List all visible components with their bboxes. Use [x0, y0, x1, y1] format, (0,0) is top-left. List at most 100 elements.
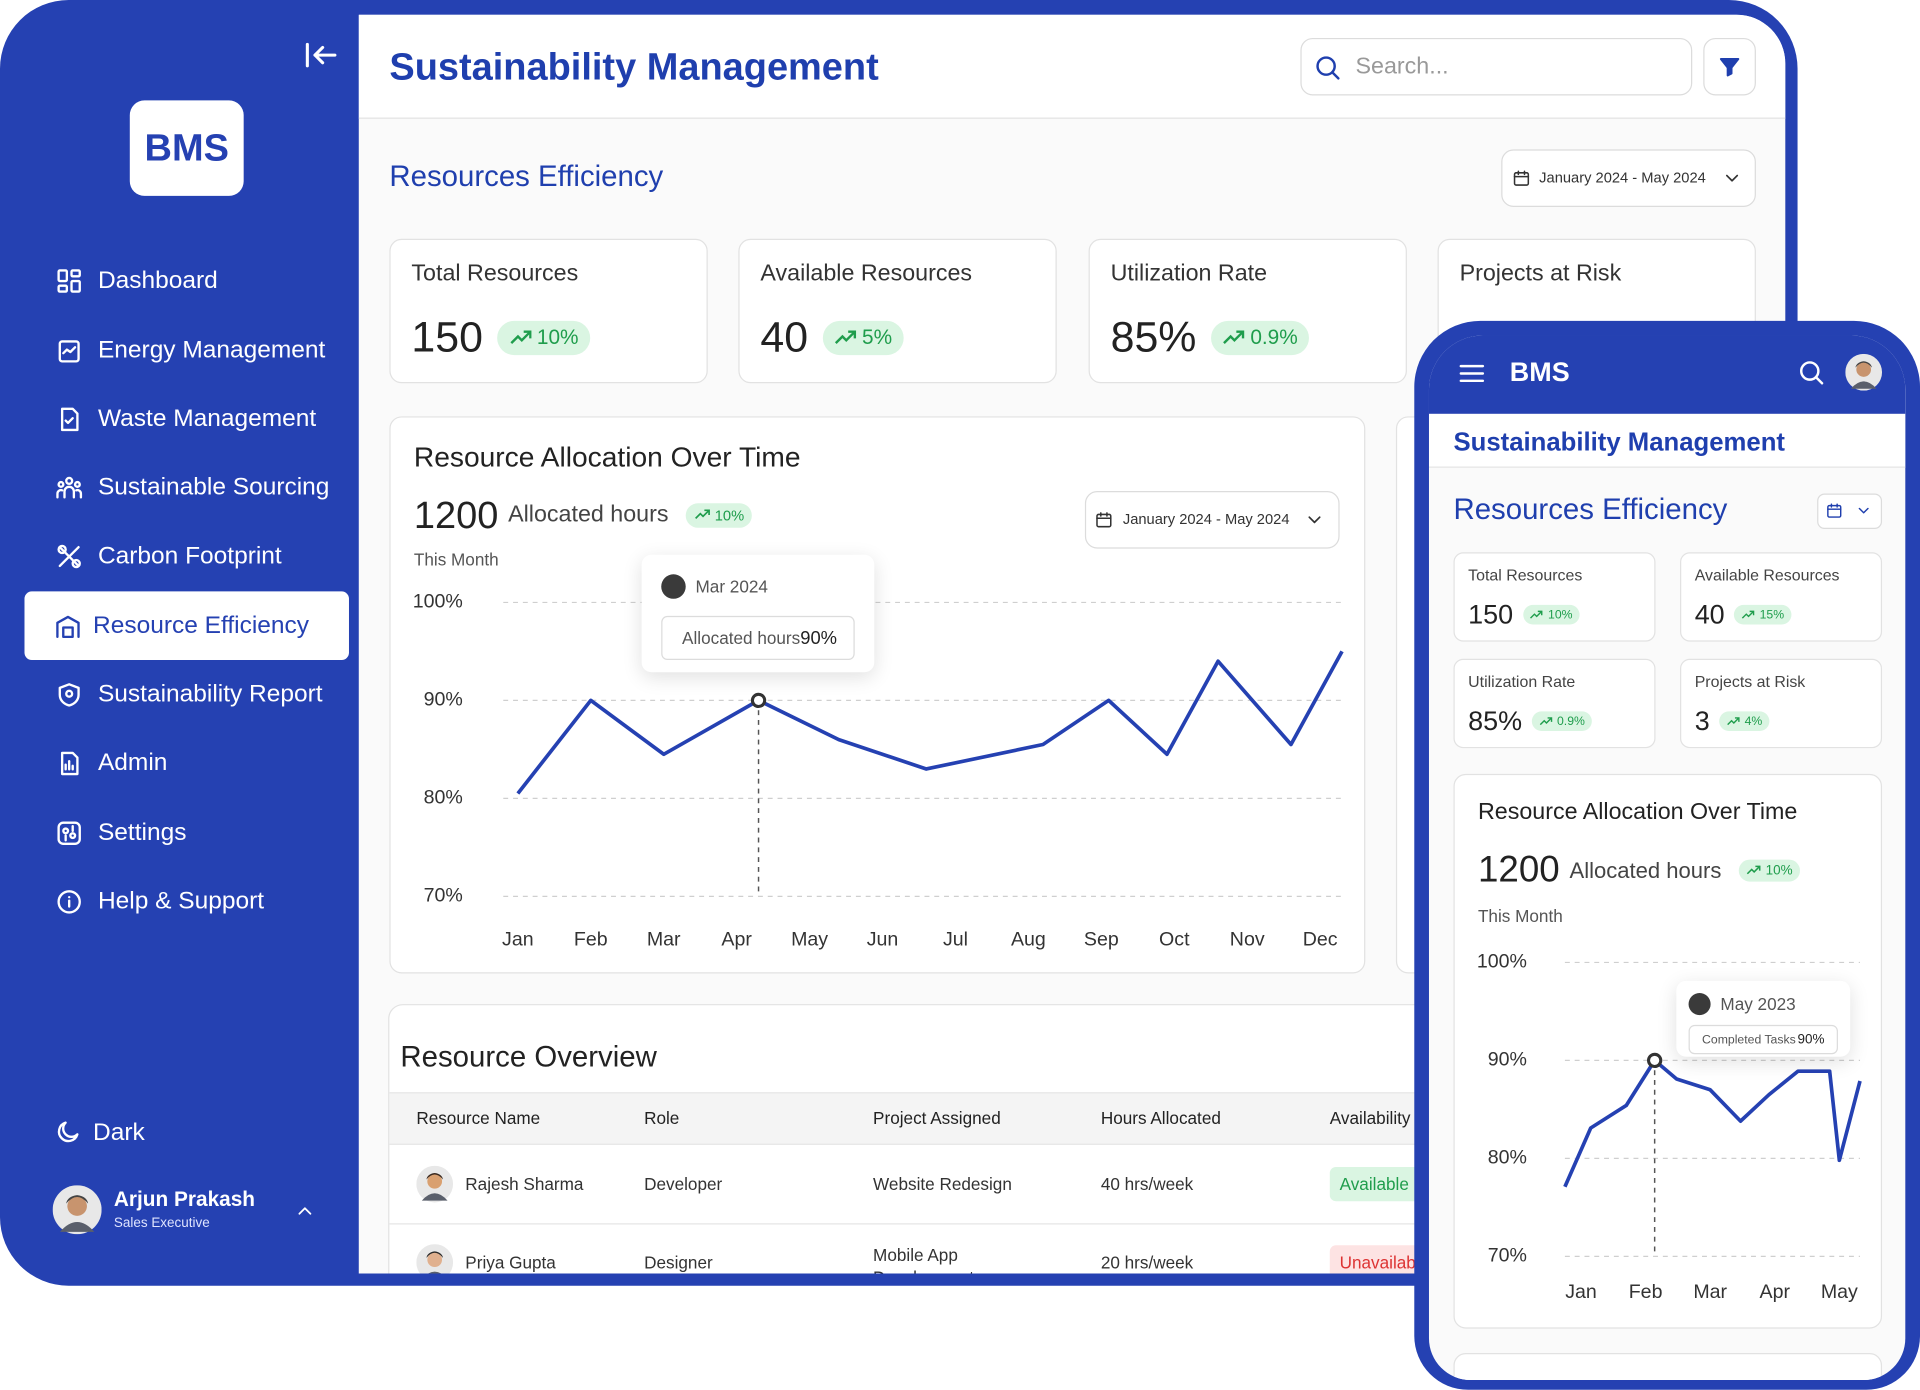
nav-item: Carbon Footprint: [97, 542, 282, 570]
icon-shape: [65, 476, 74, 486]
icon-shape: [1539, 716, 1552, 725]
icon-shape: [510, 330, 531, 344]
chart-total-row: 1200 Allocated hours 10%: [414, 491, 781, 540]
tooltip-value: 90%: [800, 627, 837, 649]
icon-shape: [56, 615, 80, 639]
change-badge: 4%: [1719, 711, 1770, 732]
icon-shape: [1749, 610, 1755, 615]
icon-shape: [1096, 513, 1112, 528]
chart-period: This Month: [413, 549, 499, 569]
icon-shape: [1814, 375, 1824, 385]
y-tick-label: 90%: [424, 689, 463, 711]
date-range: January 2024 - May 2024: [1539, 168, 1706, 186]
mobile-kpi-label: Projects at Risk: [1694, 672, 1806, 691]
icon-shape: [1726, 716, 1740, 725]
user-name: Arjun Prakash: [113, 1187, 256, 1211]
x-tick-label: Jul: [943, 929, 968, 951]
icon-shape: [426, 1173, 443, 1180]
icon-shape: [1719, 58, 1740, 77]
trend-icon: [1726, 716, 1740, 725]
y-tick-label: 70%: [1488, 1244, 1527, 1266]
x-tick-label: Jun: [867, 929, 899, 951]
table-cell: 20 hrs/week: [1100, 1252, 1194, 1272]
mobile-search-icon: [1800, 361, 1824, 385]
icon-shape: [427, 1173, 443, 1189]
x-tick-label: Oct: [1159, 929, 1190, 951]
x-tick-label: Mar: [1693, 1281, 1727, 1303]
tooltip-icon: [1688, 993, 1711, 1016]
trend-icon: [694, 509, 710, 520]
chart-plot: 70% 80% 90% 100% Jan Feb Mar Apr May Jun Jul Aug Sep…: [413, 591, 1344, 951]
tooltip-label: Completed Tasks: [1702, 1032, 1796, 1047]
search-box: [1300, 37, 1693, 96]
y-tick-label: 80%: [1488, 1147, 1527, 1169]
tooltip-title: May 2023: [1720, 993, 1796, 1014]
x-tick-label: Sep: [1084, 929, 1119, 951]
nav-icon: [57, 821, 81, 846]
icon-shape: [57, 480, 65, 488]
nav-icon: [58, 340, 80, 363]
nav-icon: [56, 476, 83, 499]
icon-shape: [62, 827, 70, 835]
tooltip-icon: [661, 574, 686, 599]
tooltip-title: Mar 2024: [695, 576, 768, 596]
data-line: [516, 650, 1344, 795]
y-tick-label: 90%: [1488, 1049, 1527, 1071]
x-tick-label: Mar: [647, 929, 681, 951]
dropdown-chevron: [1725, 174, 1739, 182]
kpi-value: 85%: [1110, 313, 1197, 362]
kpi-value: 150: [411, 313, 483, 362]
chart-tooltip: May 2023 Completed Tasks 90%: [1676, 980, 1851, 1057]
mobile-kpi-row: 3 4%: [1695, 704, 1879, 738]
x-tick-label: Feb: [574, 929, 608, 951]
chart-date-range: January 2024 - May 2024: [1122, 510, 1290, 528]
filter-icon: [1719, 58, 1740, 77]
icon-shape: [428, 1271, 442, 1274]
table-header-row: [389, 1092, 1492, 1145]
table-cell: Developer: [644, 1173, 723, 1194]
theme-icon: [57, 1121, 79, 1143]
chart-title: Resource Allocation Over Time: [1477, 799, 1798, 825]
dropdown-chevron: [1308, 516, 1321, 524]
dropdown-chevron: [1858, 507, 1869, 514]
icon-shape: [75, 488, 83, 499]
icon-shape: [1547, 716, 1552, 722]
icon-shape: [57, 269, 69, 283]
icon-shape: [694, 510, 710, 520]
logo-text: BMS: [144, 126, 229, 169]
icon-shape: [62, 626, 74, 639]
mobile-topbar: [1428, 335, 1906, 414]
mobile-kpi-value: 40: [1694, 598, 1725, 630]
icon-shape: [71, 558, 81, 569]
chart-total-row: 1200 Allocated hours 10%: [1478, 849, 1870, 893]
x-tick-label: Feb: [1629, 1281, 1663, 1303]
tooltip-label: Allocated hours: [682, 628, 801, 648]
change-value: 10%: [1765, 863, 1793, 878]
column-header: Availability: [1329, 1107, 1411, 1128]
avatar: [416, 1165, 454, 1203]
icon-shape: [65, 689, 74, 698]
table-title: Resource Overview: [400, 1040, 657, 1074]
icon-shape: [70, 269, 81, 278]
icon-shape: [1741, 610, 1755, 618]
icon-shape: [58, 340, 80, 363]
icon-shape: [426, 1251, 443, 1258]
date-dropdown: [1501, 149, 1756, 207]
icon-shape: [57, 1121, 79, 1143]
y-tick-label: 70%: [424, 884, 463, 906]
icon-shape: [63, 485, 76, 499]
chart-total: 1200: [1477, 849, 1560, 891]
icon-shape: [1827, 504, 1842, 518]
icon-shape: [69, 832, 77, 840]
nav-item: Energy Management: [97, 336, 326, 364]
icon-shape: [64, 417, 74, 425]
avatar: [52, 1185, 102, 1235]
mobile-kpi-value: 3: [1694, 705, 1710, 736]
y-tick-label: 100%: [1477, 951, 1527, 973]
nav-item: Dashboard: [97, 266, 218, 294]
nav-item: Help & Support: [97, 887, 265, 915]
icon-shape: [313, 45, 325, 65]
mobile-kpi-card: [1453, 552, 1656, 642]
